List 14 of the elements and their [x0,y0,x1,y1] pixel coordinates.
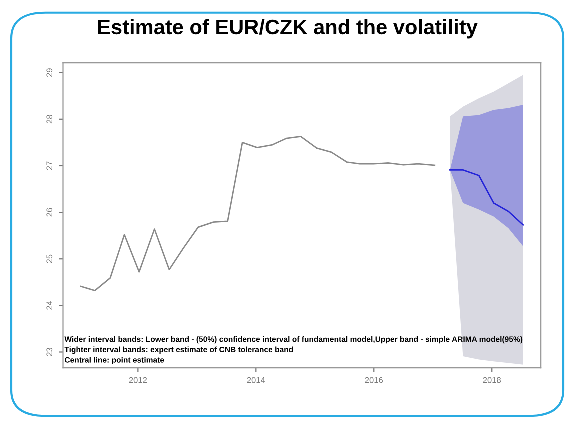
x-tick-label: 2016 [365,377,384,384]
y-tick-label: 26 [46,208,53,217]
y-tick-label: 29 [46,68,53,78]
line-series [450,169,524,226]
x-tick-label: 2012 [129,377,148,384]
x-tick-label: 2018 [483,377,502,384]
y-tick-label: 24 [46,301,52,310]
line-series [80,136,436,292]
x-tick-label: 2014 [247,377,266,384]
y-tick-label: 28 [46,115,53,124]
y-tick-label: 27 [46,162,52,170]
y-tick-label: 25 [46,254,53,264]
y-tick-label: 23 [46,348,53,356]
chart-title: Estimate of EUR/CZK and the volatility [98,19,478,39]
